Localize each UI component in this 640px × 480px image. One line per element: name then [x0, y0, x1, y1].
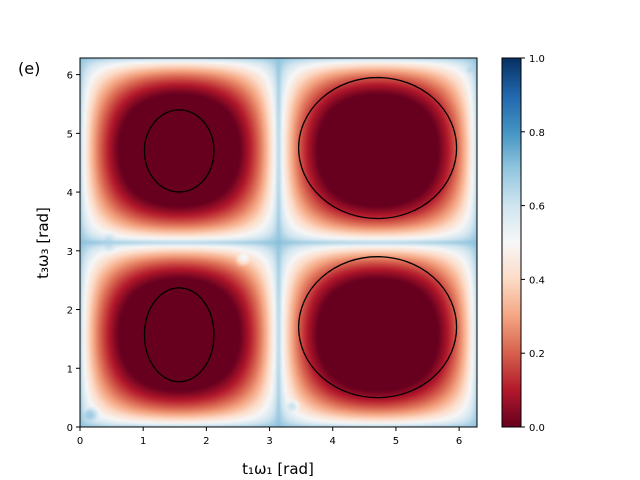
heatmap-image [80, 58, 477, 427]
colorbar-tick-label: 0.2 [529, 349, 545, 360]
y-tick-label: 3 [67, 247, 73, 258]
colorbar-tick-label: 0.4 [529, 275, 545, 286]
colorbar-tick-label: 1.0 [529, 54, 545, 65]
x-tick-label: 1 [140, 436, 146, 447]
contour-basin [297, 256, 458, 399]
colorbar-tick-label: 0.6 [529, 202, 545, 213]
x-axis-label: t₁ω₁ [rad] [242, 460, 314, 478]
x-tick-label: 6 [456, 436, 462, 447]
x-tick-label: 4 [330, 436, 336, 447]
y-tick-label: 6 [67, 71, 73, 82]
contour-basin [143, 109, 215, 193]
plot-frame [79, 57, 478, 428]
y-tick-label: 1 [67, 364, 73, 375]
x-tick-label: 2 [203, 436, 209, 447]
colorbar-tick-label: 0.8 [529, 128, 545, 139]
y-tick-label: 4 [67, 188, 73, 199]
y-tick-label: 2 [67, 306, 73, 317]
x-axis-ticks: 0 1 2 3 4 5 6 [77, 427, 462, 447]
colorbar-tick-label: 0.0 [529, 423, 545, 434]
contour-basin [143, 287, 215, 383]
y-axis-ticks: 0 1 2 3 4 5 6 [67, 71, 80, 434]
colorbar [501, 57, 522, 428]
y-tick-label: 0 [67, 423, 73, 434]
y-axis-label: t₃ω₃ [rad] [34, 207, 52, 279]
panel-label: (e) [18, 59, 40, 78]
colorbar-ticks: 0.0 0.2 0.4 0.6 0.8 1.0 [521, 54, 545, 434]
x-tick-label: 3 [266, 436, 272, 447]
x-tick-label: 0 [77, 436, 83, 447]
contour-lines [143, 76, 458, 399]
y-tick-label: 5 [67, 129, 73, 140]
x-tick-label: 5 [393, 436, 399, 447]
contour-basin [297, 76, 458, 220]
